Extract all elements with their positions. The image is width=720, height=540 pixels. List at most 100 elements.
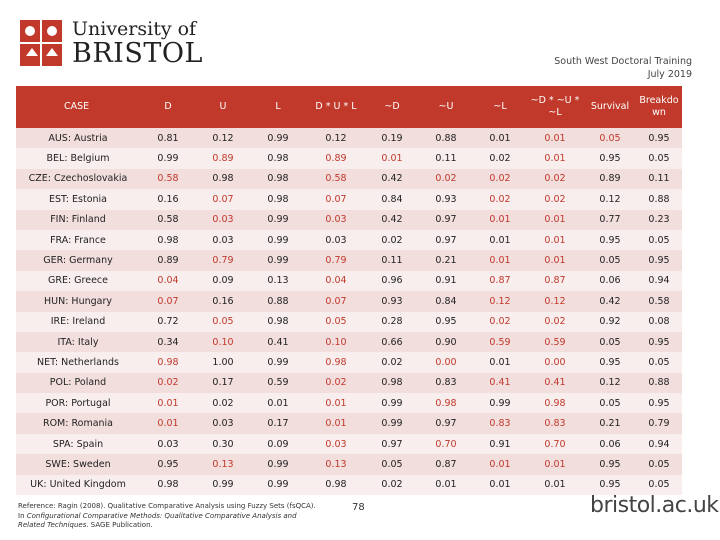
value-cell: 0.09 (196, 270, 250, 292)
value-cell: 0.12 (196, 128, 250, 149)
column-header: L (250, 86, 306, 128)
value-cell: 0.98 (250, 168, 306, 190)
table-row: ROM: Romania 0.01 0.03 0.17 0.01 0.99 0.97 0.83… (16, 413, 682, 434)
value-cell: 0.01 (474, 474, 526, 496)
value-cell: 0.95 (636, 331, 682, 353)
value-cell: 0.05 (636, 474, 682, 496)
value-cell: 0.58 (140, 168, 196, 190)
value-cell: 0.09 (250, 433, 306, 455)
value-cell: 0.84 (418, 291, 474, 312)
value-cell: 0.99 (250, 474, 306, 496)
value-cell: 0.16 (140, 189, 196, 210)
value-cell: 0.98 (250, 311, 306, 332)
value-cell: 0.88 (418, 128, 474, 149)
value-cell: 0.95 (636, 128, 682, 149)
value-cell: 0.89 (584, 168, 636, 190)
value-cell: 0.02 (140, 372, 196, 394)
value-cell: 0.02 (418, 168, 474, 190)
value-cell: 0.79 (196, 250, 250, 271)
value-cell: 0.79 (306, 250, 366, 271)
value-cell: 0.98 (418, 393, 474, 414)
table-row: ITA: Italy 0.34 0.10 0.41 0.10 0.66 0.90 0.59 0.… (16, 331, 682, 353)
case-cell: SWE: Sweden (16, 454, 140, 475)
value-cell: 0.41 (526, 372, 584, 394)
value-cell: 0.95 (584, 474, 636, 496)
value-cell: 0.98 (196, 168, 250, 190)
value-cell: 0.02 (366, 352, 418, 373)
value-cell: 0.13 (196, 454, 250, 475)
value-cell: 0.99 (250, 128, 306, 149)
value-cell: 0.95 (636, 393, 682, 414)
value-cell: 0.42 (366, 209, 418, 230)
value-cell: 0.21 (418, 250, 474, 271)
case-cell: POL: Poland (16, 372, 140, 394)
case-cell: BEL: Belgium (16, 148, 140, 169)
university-logo: University of BRISTOL (18, 14, 202, 72)
value-cell: 0.01 (366, 148, 418, 169)
table-header-row: CASE D U L D * U * L ~D ~U ~L ~D * ~U * ~L Surviv… (16, 86, 682, 128)
value-cell: 0.98 (140, 229, 196, 251)
value-cell: 0.83 (526, 413, 584, 434)
value-cell: 0.98 (366, 372, 418, 394)
column-header: D * U * L (306, 86, 366, 128)
value-cell: 0.34 (140, 331, 196, 353)
value-cell: 0.89 (140, 250, 196, 271)
value-cell: 0.05 (636, 352, 682, 373)
value-cell: 0.95 (584, 352, 636, 373)
value-cell: 0.01 (140, 393, 196, 414)
value-cell: 0.01 (526, 209, 584, 230)
value-cell: 0.19 (366, 128, 418, 149)
case-cell: IRE: Ireland (16, 311, 140, 332)
value-cell: 0.01 (526, 474, 584, 496)
case-cell: GRE: Greece (16, 270, 140, 292)
value-cell: 0.06 (584, 270, 636, 292)
page-number: 78 (352, 502, 365, 513)
value-cell: 0.03 (306, 433, 366, 455)
logo-line-2: BRISTOL (72, 38, 203, 69)
value-cell: 0.94 (636, 270, 682, 292)
value-cell: 0.12 (584, 189, 636, 210)
footer-logo[interactable]: bristol.ac.uk (590, 493, 719, 518)
value-cell: 0.07 (196, 189, 250, 210)
value-cell: 0.99 (140, 148, 196, 169)
column-header: ~U (418, 86, 474, 128)
case-cell: EST: Estonia (16, 189, 140, 210)
value-cell: 0.06 (584, 433, 636, 455)
case-cell: HUN: Hungary (16, 291, 140, 312)
value-cell: 0.11 (418, 148, 474, 169)
value-cell: 0.89 (306, 148, 366, 169)
case-cell: CZE: Czechoslovakia (16, 168, 140, 190)
value-cell: 0.95 (636, 250, 682, 271)
value-cell: 0.91 (474, 433, 526, 455)
value-cell: 0.88 (636, 189, 682, 210)
table-row: NET: Netherlands 0.98 1.00 0.99 0.98 0.02 0.00… (16, 352, 682, 373)
case-cell: GER: Germany (16, 250, 140, 271)
value-cell: 0.13 (306, 454, 366, 475)
value-cell: 0.70 (418, 433, 474, 455)
table-row: POR: Portugal 0.01 0.02 0.01 0.01 0.99 0.98 0.9… (16, 393, 682, 414)
value-cell: 0.03 (196, 209, 250, 230)
value-cell: 0.95 (418, 311, 474, 332)
case-cell: ROM: Romania (16, 413, 140, 434)
table-row: UK: United Kingdom 0.98 0.99 0.99 0.98 0.02 0.… (16, 474, 682, 496)
column-header-case: CASE (16, 86, 140, 128)
value-cell: 0.97 (418, 229, 474, 251)
value-cell: 0.01 (526, 148, 584, 169)
value-cell: 0.01 (474, 352, 526, 373)
value-cell: 0.96 (366, 270, 418, 292)
table-row: POL: Poland 0.02 0.17 0.59 0.02 0.98 0.83 0.41 0… (16, 372, 682, 394)
value-cell: 0.03 (306, 229, 366, 251)
value-cell: 0.99 (196, 474, 250, 496)
value-cell: 0.98 (306, 352, 366, 373)
case-cell: FRA: France (16, 229, 140, 251)
case-cell: FIN: Finland (16, 209, 140, 230)
table-row: BEL: Belgium 0.99 0.89 0.98 0.89 0.01 0.11 0.02… (16, 148, 682, 169)
case-cell: AUS: Austria (16, 128, 140, 149)
value-cell: 0.95 (140, 454, 196, 475)
value-cell: 1.00 (196, 352, 250, 373)
value-cell: 0.01 (474, 454, 526, 475)
value-cell: 0.99 (250, 229, 306, 251)
value-cell: 0.98 (140, 474, 196, 496)
value-cell: 0.01 (474, 209, 526, 230)
reference-part-1: Reference: Ragin (2008). Qualitative Com… (18, 502, 316, 520)
